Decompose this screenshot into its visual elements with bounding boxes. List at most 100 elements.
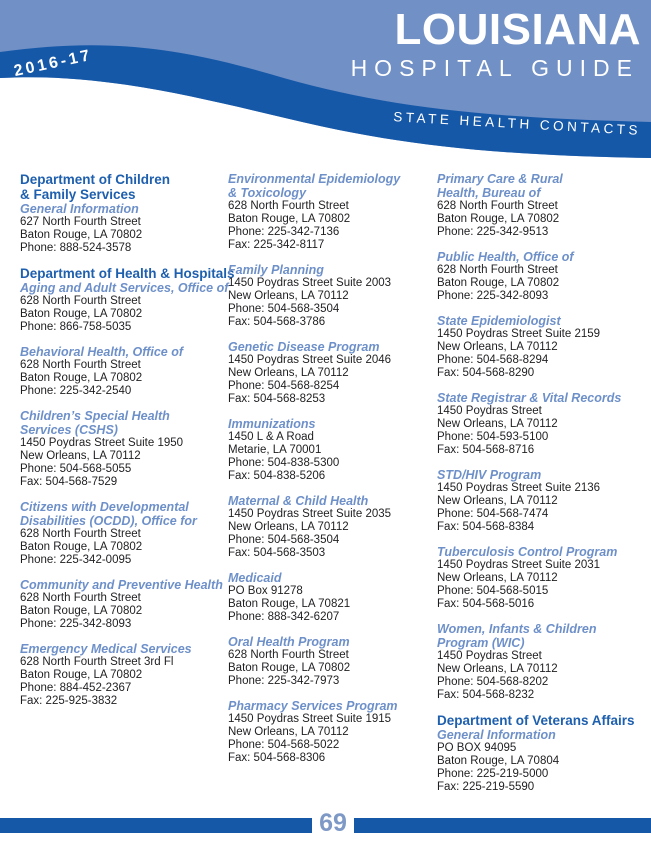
phone-line: Phone: 888-524-3578 (20, 242, 132, 254)
phone-line: Phone: 888-342-6207 (228, 611, 340, 623)
contact-entry: Department of Veterans Affairs General In… (437, 713, 639, 794)
program-name: Medicaid (228, 571, 282, 585)
program-name: Community and Preventive Health (20, 578, 223, 592)
footer-rule-right (354, 818, 651, 833)
address-line: 628 North Fourth Street (20, 528, 141, 540)
fax-line: Fax: 225-342-8117 (228, 239, 325, 251)
contacts-column-2: Environmental Epidemiology & Toxicology 62… (228, 172, 430, 776)
address-line: 1450 Poydras Street Suite 2159 (437, 328, 601, 340)
address-line: 1450 Poydras Street Suite 2003 (228, 277, 392, 289)
program-name: Maternal & Child Health (228, 494, 369, 508)
fax-line: Fax: 504-568-3786 (228, 316, 326, 328)
contact-entry: Citizens with Developmental Disabilities … (20, 500, 222, 567)
address-line: Baton Rouge, LA 70802 (437, 213, 560, 225)
guide-subtitle: HOSPITAL GUIDE (350, 55, 639, 81)
phone-line: Phone: 225-342-8093 (20, 618, 132, 630)
address-line: 628 North Fourth Street (20, 592, 141, 604)
address-line: 1450 Poydras Street Suite 2046 (228, 354, 392, 366)
program-name: Services (CSHS) (20, 423, 118, 437)
contacts-column-3: Primary Care & Rural Health, Bureau of 628… (437, 172, 639, 805)
page-number: 69 (319, 809, 347, 837)
contact-entry: Maternal & Child Health 1450 Poydras Stre… (228, 494, 430, 560)
program-name: Disabilities (OCDD), Office for (20, 514, 197, 528)
address-line: 1450 Poydras Street Suite 1950 (20, 437, 184, 449)
program-name: Environmental Epidemiology (228, 172, 401, 186)
program-name: Immunizations (228, 417, 316, 431)
address-line: Baton Rouge, LA 70802 (228, 213, 351, 225)
contact-entry: Primary Care & Rural Health, Bureau of 628… (437, 172, 639, 239)
contact-entry: Public Health, Office of 628 North Fourth… (437, 250, 639, 303)
phone-line: Phone: 504-568-8254 (228, 380, 340, 392)
address-line: 627 North Fourth Street (20, 216, 141, 228)
program-name: Emergency Medical Services (20, 642, 192, 656)
phone-line: Phone: 884-452-2367 (20, 682, 132, 694)
program-name: Public Health, Office of (437, 250, 574, 264)
address-line: 1450 Poydras Street (437, 650, 542, 662)
program-name: Pharmacy Services Program (228, 699, 398, 713)
phone-line: Phone: 225-342-7136 (228, 226, 340, 238)
phone-line: Phone: 225-219-5000 (437, 768, 549, 780)
phone-line: Phone: 225-342-8093 (437, 290, 549, 302)
address-line: Baton Rouge, LA 70802 (20, 541, 143, 553)
contact-entry: State Registrar & Vital Records 1450 Poyd… (437, 391, 639, 457)
phone-line: Phone: 225-342-2540 (20, 385, 132, 397)
contact-entry: Family Planning 1450 Poydras Street Suite… (228, 263, 430, 329)
program-name: Citizens with Developmental (20, 500, 189, 514)
contact-entry: Pharmacy Services Program 1450 Poydras St… (228, 699, 430, 765)
fax-line: Fax: 504-568-8384 (437, 521, 535, 533)
address-line: New Orleans, LA 70112 (437, 495, 558, 507)
program-name: General Information (20, 202, 139, 216)
program-name: General Information (437, 728, 556, 742)
address-line: 1450 Poydras Street Suite 1915 (228, 713, 392, 725)
address-line: New Orleans, LA 70112 (20, 450, 141, 462)
department-heading: & Family Services (20, 187, 136, 202)
address-line: 628 North Fourth Street 3rd Fl (20, 656, 174, 668)
program-name: Primary Care & Rural (437, 172, 563, 186)
phone-line: Phone: 504-593-5100 (437, 431, 549, 443)
address-line: Baton Rouge, LA 70802 (20, 669, 143, 681)
fax-line: Fax: 504-568-8306 (228, 752, 326, 764)
fax-line: Fax: 504-838-5206 (228, 470, 326, 482)
phone-line: Phone: 225-342-0095 (20, 554, 132, 566)
program-name: & Toxicology (228, 186, 307, 200)
address-line: 628 North Fourth Street (20, 295, 141, 307)
fax-line: Fax: 504-568-3503 (228, 547, 326, 559)
department-heading: Department of Health & Hospitals (20, 266, 235, 281)
header-banner: 2016-17 LOUISIANA HOSPITAL GUIDE STATE H… (0, 0, 651, 165)
program-name: Oral Health Program (228, 635, 350, 649)
program-name: Aging and Adult Services, Office of (20, 281, 229, 295)
phone-line: Phone: 504-838-5300 (228, 457, 340, 469)
address-line: Baton Rouge, LA 70804 (437, 755, 560, 767)
wave-graphic (0, 0, 651, 165)
address-line: New Orleans, LA 70112 (228, 367, 349, 379)
address-line: Baton Rouge, LA 70802 (20, 605, 143, 617)
address-line: New Orleans, LA 70112 (437, 663, 558, 675)
program-name: State Registrar & Vital Records (437, 391, 622, 405)
contact-entry: Community and Preventive Health 628 North… (20, 578, 223, 631)
address-line: 628 North Fourth Street (20, 359, 141, 371)
address-line: Baton Rouge, LA 70802 (20, 308, 143, 320)
address-line: 628 North Fourth Street (437, 200, 558, 212)
fax-line: Fax: 225-219-5590 (437, 781, 535, 793)
program-name: Behavioral Health, Office of (20, 345, 184, 359)
fax-line: Fax: 504-568-8716 (437, 444, 535, 456)
contact-entry: State Epidemiologist 1450 Poydras Street … (437, 314, 639, 380)
program-name: Children’s Special Health (20, 409, 170, 423)
phone-line: Phone: 504-568-3504 (228, 534, 340, 546)
phone-line: Phone: 504-568-5022 (228, 739, 340, 751)
address-line: 1450 Poydras Street (437, 405, 542, 417)
contact-entry: Behavioral Health, Office of 628 North Fo… (20, 345, 222, 398)
contact-entry: Department of Health & Hospitals Aging an… (20, 266, 235, 334)
address-line: PO Box 91278 (228, 585, 303, 597)
contact-entry: Medicaid PO Box 91278 Baton Rouge, LA 7082… (228, 571, 430, 624)
address-line: New Orleans, LA 70112 (228, 726, 349, 738)
contact-entry: Immunizations 1450 L & A Road Metarie, LA … (228, 417, 430, 483)
address-line: 628 North Fourth Street (228, 649, 349, 661)
footer-rule-left (0, 818, 312, 833)
address-line: Baton Rouge, LA 70802 (228, 662, 351, 674)
address-line: 1450 Poydras Street Suite 2035 (228, 508, 392, 520)
address-line: 1450 Poydras Street Suite 2136 (437, 482, 601, 494)
contact-entry: Oral Health Program 628 North Fourth Stre… (228, 635, 430, 688)
fax-line: Fax: 504-568-8232 (437, 689, 535, 701)
